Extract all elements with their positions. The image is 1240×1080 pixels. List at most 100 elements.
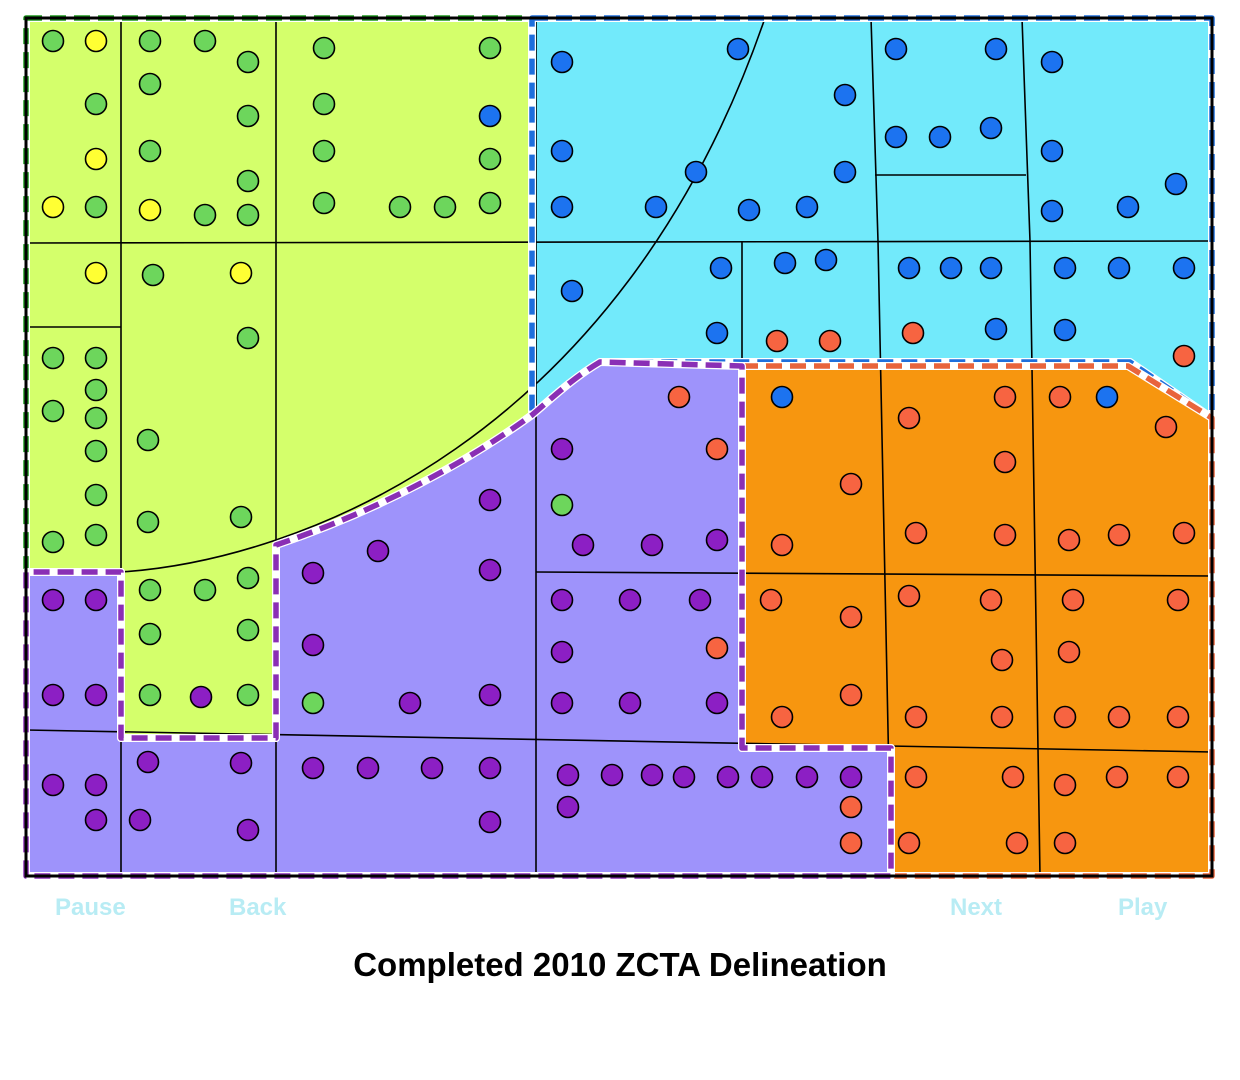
purple-address-point (41, 683, 65, 707)
purple-address-point (41, 588, 65, 612)
blue-address-point (560, 279, 584, 303)
green-address-point (236, 104, 260, 128)
blue-address-point (644, 195, 668, 219)
pause-button[interactable]: Pause (55, 894, 126, 921)
orange-address-point (818, 329, 842, 353)
blue-address-point (984, 37, 1008, 61)
yellow-address-point (84, 29, 108, 53)
orange-address-point (1172, 344, 1196, 368)
green-address-point (138, 622, 162, 646)
blue-address-point (795, 195, 819, 219)
blue-address-point (709, 256, 733, 280)
blue-address-point (773, 251, 797, 275)
purple-address-point (640, 763, 664, 787)
orange-address-point (1107, 523, 1131, 547)
purple-address-point (556, 763, 580, 787)
blue-address-point (737, 198, 761, 222)
yellow-address-point (84, 147, 108, 171)
purple-address-point (356, 756, 380, 780)
green-address-point (193, 578, 217, 602)
zcta-fills (26, 18, 1212, 876)
blue-address-point (770, 385, 794, 409)
zcta-purple-outline (23, 359, 894, 879)
orange-address-point (904, 705, 928, 729)
block-boundary-line (120, 17, 766, 573)
blue-address-point (939, 256, 963, 280)
purple-address-point (688, 588, 712, 612)
zcta-blue-area (532, 18, 1212, 418)
play-button[interactable]: Play (1118, 894, 1168, 921)
purple-address-point (716, 765, 740, 789)
purple-address-point (705, 691, 729, 715)
blue-address-point (478, 104, 502, 128)
orange-address-point (705, 636, 729, 660)
purple-address-point (672, 765, 696, 789)
orange-address-point (765, 329, 789, 353)
purple-address-point (229, 751, 253, 775)
blue-address-point (833, 83, 857, 107)
green-address-point (301, 691, 325, 715)
blue-address-point (979, 256, 1003, 280)
purple-address-point (618, 588, 642, 612)
purple-address-point (420, 756, 444, 780)
blue-address-point (814, 248, 838, 272)
purple-address-point (478, 488, 502, 512)
green-address-point (193, 29, 217, 53)
blue-address-point (550, 50, 574, 74)
orange-address-point (993, 523, 1017, 547)
green-address-point (312, 36, 336, 60)
green-address-point (138, 72, 162, 96)
orange-address-point (1057, 640, 1081, 664)
purple-address-point (478, 683, 502, 707)
map-frame (24, 16, 1214, 878)
purple-address-point (550, 691, 574, 715)
green-address-point (478, 36, 502, 60)
green-address-point (84, 406, 108, 430)
blue-address-point (928, 125, 952, 149)
green-address-point (312, 191, 336, 215)
green-address-point (312, 92, 336, 116)
green-address-point (236, 566, 260, 590)
green-address-point (84, 439, 108, 463)
green-address-point (41, 399, 65, 423)
orange-address-point (904, 521, 928, 545)
green-address-point (84, 483, 108, 507)
address-points (41, 29, 1196, 855)
orange-address-point (1154, 415, 1178, 439)
purple-address-point (556, 795, 580, 819)
orange-address-point (1166, 705, 1190, 729)
block-boundary-line (870, 17, 892, 877)
green-address-point (41, 29, 65, 53)
purple-address-point (550, 588, 574, 612)
purple-address-point (366, 539, 390, 563)
orange-address-point (990, 705, 1014, 729)
yellow-address-point (41, 195, 65, 219)
orange-address-point (1001, 765, 1025, 789)
blue-address-point (984, 317, 1008, 341)
back-button[interactable]: Back (229, 894, 287, 921)
orange-address-point (839, 472, 863, 496)
orange-address-point (1053, 773, 1077, 797)
green-address-point (478, 191, 502, 215)
blue-address-point (1107, 256, 1131, 280)
blue-address-point (884, 37, 908, 61)
orange-address-point (1005, 831, 1029, 855)
purple-address-point (550, 437, 574, 461)
yellow-address-point (138, 198, 162, 222)
blue-address-point (550, 139, 574, 163)
purple-address-point (478, 558, 502, 582)
purple-address-point (84, 773, 108, 797)
orange-address-point (770, 705, 794, 729)
purple-address-point (301, 756, 325, 780)
next-button[interactable]: Next (950, 894, 1003, 921)
blue-address-point (1116, 195, 1140, 219)
green-address-point (433, 195, 457, 219)
orange-address-point (993, 450, 1017, 474)
orange-address-point (990, 648, 1014, 672)
blue-address-point (897, 256, 921, 280)
orange-address-point (1105, 765, 1129, 789)
green-address-point (84, 523, 108, 547)
green-address-point (312, 139, 336, 163)
green-address-point (236, 169, 260, 193)
orange-address-point (1057, 528, 1081, 552)
